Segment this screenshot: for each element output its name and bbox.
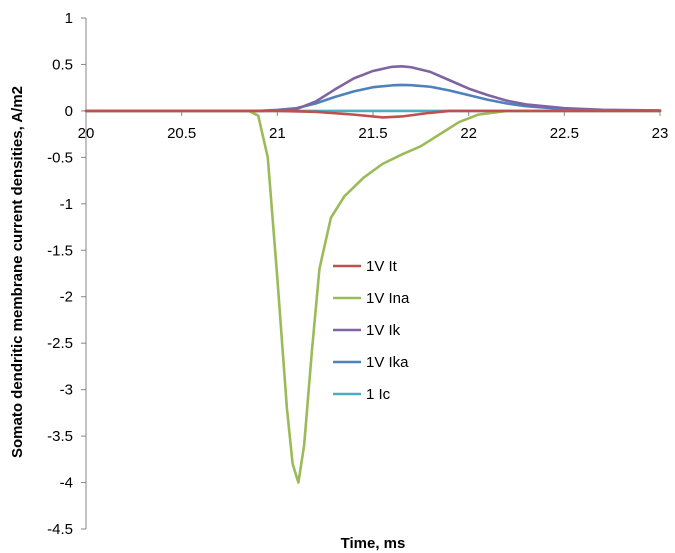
y-axis-title: Somato dendritic membrane current densit… [9, 86, 26, 458]
legend-label: 1V It [366, 258, 398, 275]
y-tick-label: -3 [60, 382, 73, 399]
x-axis-title: Time, ms [341, 535, 406, 552]
y-tick-label: -4.5 [47, 521, 73, 538]
x-tick-label: 22.5 [550, 125, 579, 142]
x-tick-label: 23 [652, 125, 669, 142]
y-tick-label: -2.5 [47, 335, 73, 352]
series-layer [84, 65, 662, 484]
y-tick-label: 0 [65, 103, 73, 120]
axes: 1 0.5 0 -0.5 -1 -1.5 -2 -2.5 -3 -3.5 -4 -4.5 20 20.5 2… [47, 10, 668, 538]
y-tick-label: -1.5 [47, 242, 73, 259]
series-line-1v-ina [84, 109, 662, 484]
x-tick-label: 21.5 [358, 125, 387, 142]
legend-label: 1V Ina [366, 290, 410, 307]
series-line-1v-it [84, 109, 662, 119]
legend-label: 1V Ika [366, 354, 409, 371]
legend-label: 1 Ic [366, 386, 391, 403]
x-tick-label: 20.5 [167, 125, 196, 142]
y-tick-label: 0.5 [52, 56, 73, 73]
x-tick-label: 20 [78, 125, 95, 142]
y-tick-label: -0.5 [47, 149, 73, 166]
y-tick-label: -4 [60, 475, 73, 492]
x-tick-label: 22 [460, 125, 477, 142]
series-line-1v-ik [84, 65, 662, 113]
y-tick-label: -2 [60, 289, 73, 306]
y-tick-label: -3.5 [47, 428, 73, 445]
y-tick-label: 1 [65, 10, 73, 27]
x-tick-label: 21 [269, 125, 286, 142]
legend-label: 1V Ik [366, 322, 401, 339]
y-tick-label: -1 [60, 196, 73, 213]
legend: 1V It 1V Ina 1V Ik 1V Ika 1 Ic [333, 258, 410, 403]
series-line-1v-ika [84, 83, 662, 113]
